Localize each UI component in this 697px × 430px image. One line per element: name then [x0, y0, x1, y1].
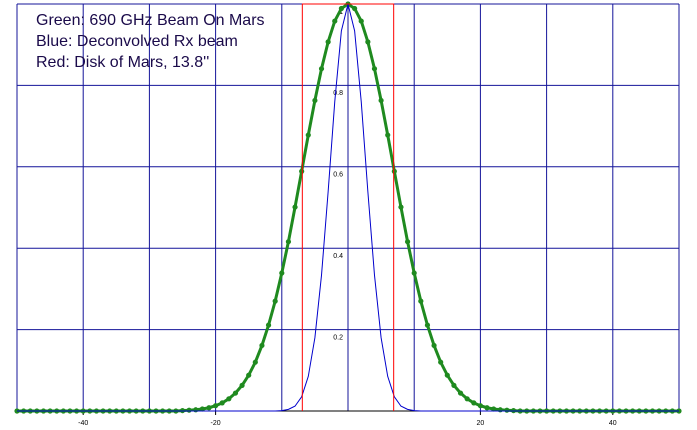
point [219, 400, 225, 406]
point [226, 396, 232, 402]
point [232, 390, 239, 396]
point [246, 372, 252, 378]
point [484, 405, 490, 411]
point [358, 18, 364, 24]
point [352, 5, 358, 12]
point [444, 372, 450, 378]
point [365, 39, 371, 45]
point [312, 97, 318, 104]
point [272, 298, 278, 304]
point [193, 407, 199, 413]
point [491, 406, 497, 412]
point [404, 239, 411, 245]
point [259, 342, 265, 349]
point [318, 66, 325, 72]
point [305, 132, 311, 138]
point [424, 322, 431, 328]
point [451, 382, 457, 388]
point [325, 39, 331, 45]
x-tick-label: 20 [477, 420, 485, 427]
point [285, 239, 292, 245]
point [504, 407, 510, 413]
point [332, 18, 338, 24]
legend-entry: Red: Disk of Mars, 13.8'' [36, 54, 209, 71]
series-line [301, 3, 395, 411]
point [385, 132, 391, 138]
y-tick-label: 0.6 [333, 172, 343, 179]
point [411, 270, 417, 276]
point [378, 97, 384, 104]
x-tick-label: -40 [78, 420, 88, 427]
point [418, 298, 424, 304]
point [477, 403, 483, 409]
point [471, 400, 477, 406]
point [371, 66, 378, 72]
point [497, 407, 503, 413]
point [265, 322, 272, 328]
point [199, 406, 205, 412]
point [239, 382, 245, 388]
y-tick-label: 0.2 [333, 334, 343, 341]
point [438, 359, 444, 365]
point [292, 204, 298, 210]
point [213, 403, 219, 409]
point [186, 407, 192, 413]
point [398, 204, 404, 210]
point [252, 359, 258, 365]
point [206, 405, 212, 411]
point [457, 390, 464, 396]
point [391, 168, 397, 174]
point [279, 270, 285, 276]
legend-entry: Blue: Deconvolved Rx beam [36, 33, 238, 50]
point [464, 396, 470, 402]
y-tick-label: 1 [339, 9, 343, 16]
y-tick-label: 0.8 [333, 90, 343, 97]
point [431, 342, 437, 349]
x-tick-label: 40 [609, 420, 617, 427]
legend-entry: Green: 690 GHz Beam On Mars [36, 12, 265, 29]
x-tick-label: -20 [211, 420, 221, 427]
point [338, 5, 344, 12]
point [299, 168, 305, 174]
y-tick-label: 0.4 [333, 253, 343, 260]
